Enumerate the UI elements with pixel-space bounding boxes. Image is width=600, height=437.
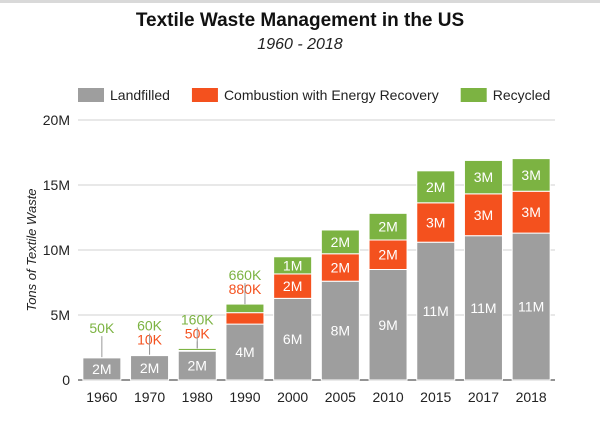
- bar-data-label: 2M: [378, 247, 397, 263]
- x-tick-label: 1960: [86, 389, 117, 405]
- bar-segment: [511, 190, 551, 234]
- bar-segment: [320, 280, 360, 381]
- bar-segment: [463, 235, 503, 381]
- bar-segment: [416, 241, 456, 381]
- bar-segment: [225, 323, 265, 381]
- bar-data-label: 50K: [89, 320, 115, 336]
- x-tick-label: 2000: [277, 389, 308, 405]
- bar-segment: [368, 269, 408, 381]
- x-tick-label: 1980: [182, 389, 213, 405]
- bar-data-label: 160K: [181, 311, 214, 327]
- y-tick-label: 5M: [51, 307, 70, 323]
- bar-data-label: 60K: [137, 318, 163, 334]
- y-tick-label: 15M: [43, 177, 70, 193]
- bar-data-label: 2M: [331, 234, 350, 250]
- bar-data-label: 2M: [188, 358, 207, 374]
- bar-segment: [82, 356, 122, 359]
- bar-segment: [320, 253, 360, 282]
- y-tick-label: 20M: [43, 112, 70, 128]
- bar-data-label: 8M: [331, 323, 350, 339]
- bar-data-label: 3M: [426, 215, 445, 231]
- bar-data-label: 3M: [521, 167, 540, 183]
- y-axis-label: Tons of Textile Waste: [24, 188, 39, 311]
- bar-data-label: 6M: [283, 331, 302, 347]
- bar-segment: [225, 303, 265, 314]
- bar-data-label: 2M: [92, 361, 111, 377]
- bar-segment: [225, 312, 265, 325]
- bar-segment: [416, 202, 456, 243]
- x-tick-label: 1990: [229, 389, 260, 405]
- bar-data-label: 3M: [474, 169, 493, 185]
- bar-data-label: 660K: [229, 267, 262, 283]
- bar-segment: [130, 354, 170, 356]
- bar-segment: [273, 256, 313, 275]
- x-tick-label: 2015: [420, 389, 451, 405]
- legend-label: Combustion with Energy Recovery: [224, 87, 439, 103]
- bar-segment: [511, 232, 551, 381]
- top-rule: [0, 0, 600, 3]
- bar-data-label: 9M: [378, 317, 397, 333]
- bar-data-label: 1M: [283, 257, 302, 273]
- bar-data-label: 2M: [283, 278, 302, 294]
- y-tick-label: 10M: [43, 242, 70, 258]
- legend-swatch: [460, 88, 487, 102]
- bar-segment: [273, 297, 313, 381]
- bar-segment: [177, 347, 217, 351]
- bar-data-label: 11M: [470, 300, 496, 316]
- y-tick-label: 0: [62, 372, 70, 388]
- bar-data-label: 11M: [518, 299, 544, 315]
- legend-label: Landfilled: [110, 87, 170, 103]
- x-tick-label: 2017: [468, 389, 499, 405]
- bar-segment: [368, 212, 408, 241]
- bar-segment: [368, 239, 408, 271]
- bar-data-label: 3M: [521, 204, 540, 220]
- bar-data-label: 2M: [378, 219, 397, 235]
- legend-swatch: [78, 88, 104, 102]
- legend-swatch: [191, 88, 218, 102]
- x-tick-label: 2010: [372, 389, 403, 405]
- bar-segment: [273, 273, 313, 299]
- bar-data-label: 2M: [426, 179, 445, 195]
- bar-data-label: 2M: [331, 259, 350, 275]
- bar-data-label: 4M: [235, 344, 254, 360]
- chart-subtitle: 1960 - 2018: [257, 36, 343, 53]
- legend-label: Recycled: [493, 87, 551, 103]
- bar-segment: [416, 170, 456, 204]
- bar-segment: [463, 159, 503, 195]
- bar-segment: [511, 158, 551, 192]
- bar-data-label: 11M: [423, 303, 449, 319]
- bar-segment: [463, 193, 503, 237]
- bar-segment: [320, 229, 360, 255]
- x-tick-label: 1970: [134, 389, 165, 405]
- bar-data-label: 3M: [474, 207, 493, 223]
- chart-title: Textile Waste Management in the US: [135, 10, 465, 31]
- x-tick-label: 2018: [516, 389, 547, 405]
- x-tick-label: 2005: [325, 389, 356, 405]
- bar-data-label: 2M: [140, 360, 159, 376]
